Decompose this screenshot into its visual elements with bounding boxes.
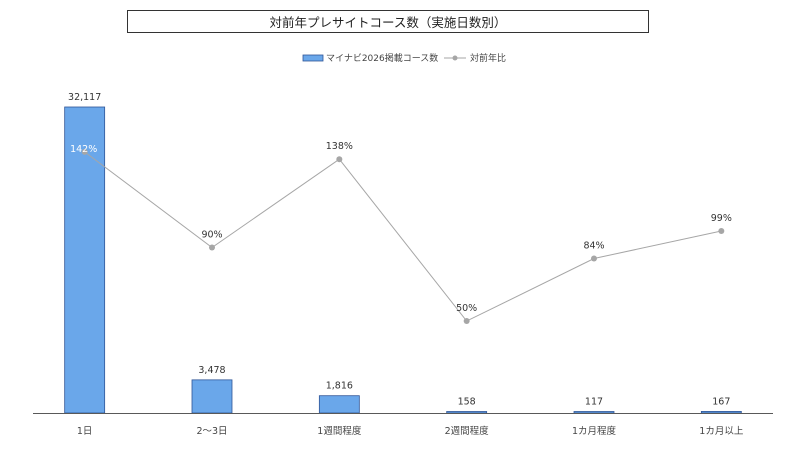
bar-label-6: 167 [712,396,730,407]
bar-1 [64,106,106,414]
yoy-label-3: 138% [326,141,353,152]
bar-5 [573,411,615,414]
yoy-point-4 [463,318,470,325]
yoy-point-5 [591,255,597,262]
legend-bar-swatch [302,54,324,62]
x-tick-label-1: 1日 [77,426,93,437]
x-tick-label-3: 1週間程度 [317,425,362,437]
legend-line-marker [452,55,458,61]
yoy-point-1 [81,148,88,155]
yoy-point-3 [336,156,343,163]
x-tick-label-6: 1カ月以上 [699,426,744,437]
yoy-label-1: 142% [70,144,97,155]
yoy-label-4: 50% [456,303,477,314]
x-tick-label-4: 2週間程度 [445,425,490,437]
yoy-point-2 [209,244,215,251]
yoy-label-2: 90% [201,230,222,241]
bar-label-3: 1,816 [326,381,353,392]
x-tick-label-5: 1カ月程度 [572,425,617,437]
bar-label-1: 32,117 [68,92,101,103]
bar-4 [446,411,488,414]
bar-2 [191,379,233,414]
bar-label-5: 117 [585,397,603,408]
bar-6 [700,411,742,414]
yoy-line [84,151,722,322]
bar-label-2: 3,478 [198,365,225,376]
legend-label-bar: マイナビ2026掲載コース数 [326,52,438,64]
x-tick-label-2: 2～3日 [196,426,227,437]
bar-label-4: 158 [458,396,476,407]
yoy-label-6: 99% [711,213,732,224]
chart-title: 対前年プレサイトコース数（実施日数別） [127,10,649,33]
yoy-label-5: 84% [583,241,604,252]
bar-3 [318,395,360,414]
yoy-point-6 [718,227,725,234]
legend-label-line: 対前年比 [470,52,506,64]
